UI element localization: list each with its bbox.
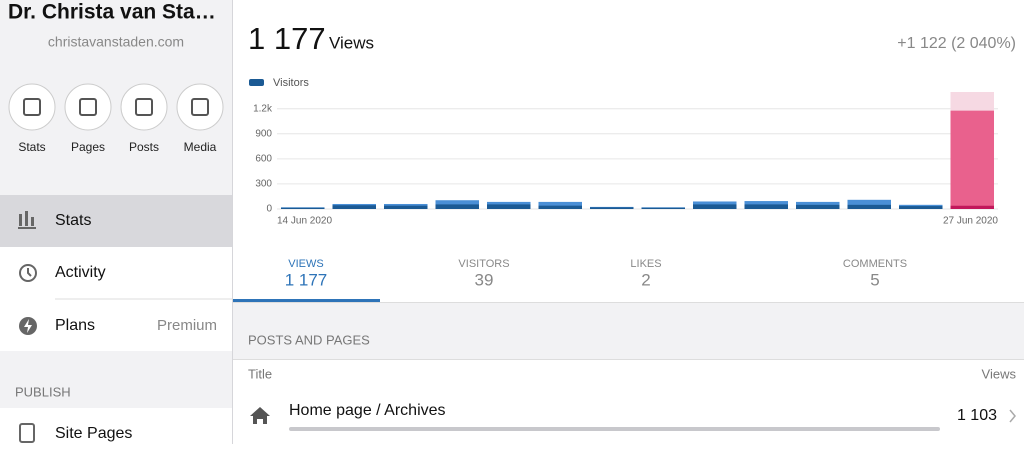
x-tick-label: 27 Jun 2020 <box>943 216 998 227</box>
action-button[interactable] <box>64 83 112 131</box>
tab-value: 39 <box>475 270 494 289</box>
y-tick-label: 0 <box>266 204 272 215</box>
bar <box>384 205 428 209</box>
tab-value: 2 <box>641 270 650 289</box>
bar <box>950 205 994 209</box>
chevron <box>1009 409 1016 423</box>
bar <box>899 206 943 209</box>
site-title: Dr. Christa van Sta… <box>8 1 216 24</box>
tab-label[interactable]: VISITORS <box>458 258 509 270</box>
bar <box>487 204 531 209</box>
action-button[interactable] <box>120 83 168 131</box>
bar <box>281 207 325 209</box>
bar <box>332 205 376 209</box>
menu-icons <box>18 211 37 443</box>
tab-label[interactable]: COMMENTS <box>843 258 907 270</box>
menu-item[interactable]: Stats <box>55 212 91 229</box>
tab-label[interactable]: LIKES <box>630 258 661 270</box>
site-url[interactable]: christavanstaden.com <box>48 34 184 50</box>
bar <box>538 205 582 209</box>
total: 1 177 <box>248 21 326 56</box>
section-bg <box>233 303 1024 360</box>
menu-bg <box>0 408 232 444</box>
action-label: Posts <box>129 140 159 154</box>
bar <box>641 207 685 209</box>
tab-value: 1 177 <box>285 270 328 289</box>
bar <box>950 110 994 209</box>
progress-bar <box>289 427 940 431</box>
action-label: Media <box>184 140 217 154</box>
section-label: POSTS AND PAGES <box>248 332 370 347</box>
bar <box>847 204 891 209</box>
legend-swatch <box>249 79 264 86</box>
action-button[interactable] <box>8 83 56 131</box>
y-tick-label: 900 <box>255 128 272 139</box>
tab-label[interactable]: VIEWS <box>288 258 323 270</box>
menu-detail: Premium <box>157 317 217 334</box>
y-tick-label: 1.2k <box>253 103 273 114</box>
bar <box>538 201 582 209</box>
menu-item[interactable]: Activity <box>55 264 106 281</box>
action-icon <box>79 98 97 116</box>
bar <box>847 199 891 209</box>
quick-actions: Stats Pages Posts Media <box>8 83 224 154</box>
bar <box>796 204 840 209</box>
menu-item[interactable]: Site Pages <box>55 425 132 442</box>
column-header: Title <box>248 366 272 381</box>
action-label: Stats <box>18 140 45 154</box>
action-button[interactable] <box>176 83 224 131</box>
action-icon <box>135 98 153 116</box>
action-icon <box>191 98 209 116</box>
row-title[interactable]: Home page / Archives <box>289 402 446 419</box>
action-label: Pages <box>71 140 105 154</box>
row-views: 1 103 <box>957 407 997 424</box>
bar <box>744 204 788 209</box>
x-tick-label: 14 Jun 2020 <box>277 216 332 227</box>
bar <box>590 207 634 209</box>
column-header: Views <box>982 366 1017 381</box>
tab-underline <box>233 299 380 302</box>
section-label: PUBLISH <box>15 384 71 399</box>
action-icon <box>23 98 41 116</box>
tab-value: 5 <box>870 270 879 289</box>
change: +1 122 (2 040%) <box>897 35 1016 52</box>
y-tick-label: 600 <box>255 153 272 164</box>
bar <box>693 204 737 209</box>
home-icon <box>250 407 270 424</box>
menu-item[interactable]: Plans <box>55 317 95 334</box>
chart: 0 300 600 900 1.2k Visitors 14 Jun 2020 27 Jun … <box>249 77 998 227</box>
menu-selected <box>0 195 232 247</box>
legend-label: Visitors <box>273 77 309 89</box>
bar <box>435 204 479 209</box>
y-tick-label: 300 <box>255 179 272 190</box>
total-unit: Views <box>329 33 374 52</box>
